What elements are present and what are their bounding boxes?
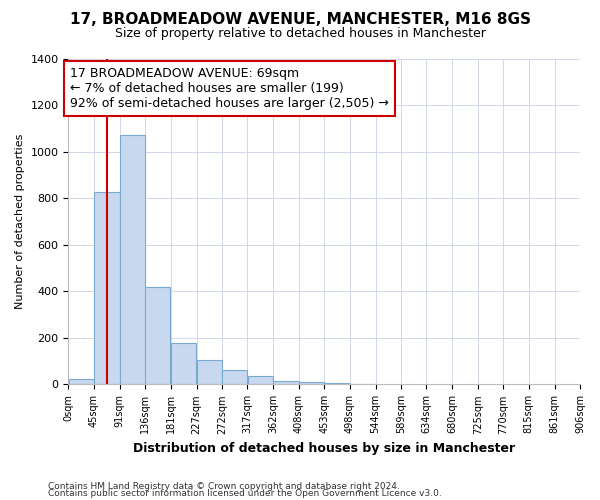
Bar: [68, 378, 94, 384]
X-axis label: Distribution of detached houses by size in Manchester: Distribution of detached houses by size …: [133, 442, 515, 455]
Text: Contains public sector information licensed under the Open Government Licence v3: Contains public sector information licen…: [48, 490, 442, 498]
Text: 17, BROADMEADOW AVENUE, MANCHESTER, M16 8GS: 17, BROADMEADOW AVENUE, MANCHESTER, M16 …: [70, 12, 530, 28]
Text: 17 BROADMEADOW AVENUE: 69sqm
← 7% of detached houses are smaller (199)
92% of se: 17 BROADMEADOW AVENUE: 69sqm ← 7% of det…: [70, 67, 389, 110]
Text: Size of property relative to detached houses in Manchester: Size of property relative to detached ho…: [115, 28, 485, 40]
Bar: [273, 381, 299, 384]
Y-axis label: Number of detached properties: Number of detached properties: [15, 134, 25, 310]
Bar: [197, 360, 222, 384]
Bar: [299, 382, 324, 384]
Bar: [94, 192, 119, 384]
Text: Contains HM Land Registry data © Crown copyright and database right 2024.: Contains HM Land Registry data © Crown c…: [48, 482, 400, 491]
Bar: [171, 342, 196, 384]
Bar: [248, 376, 272, 384]
Bar: [120, 134, 145, 384]
Bar: [145, 287, 170, 384]
Bar: [222, 370, 247, 384]
